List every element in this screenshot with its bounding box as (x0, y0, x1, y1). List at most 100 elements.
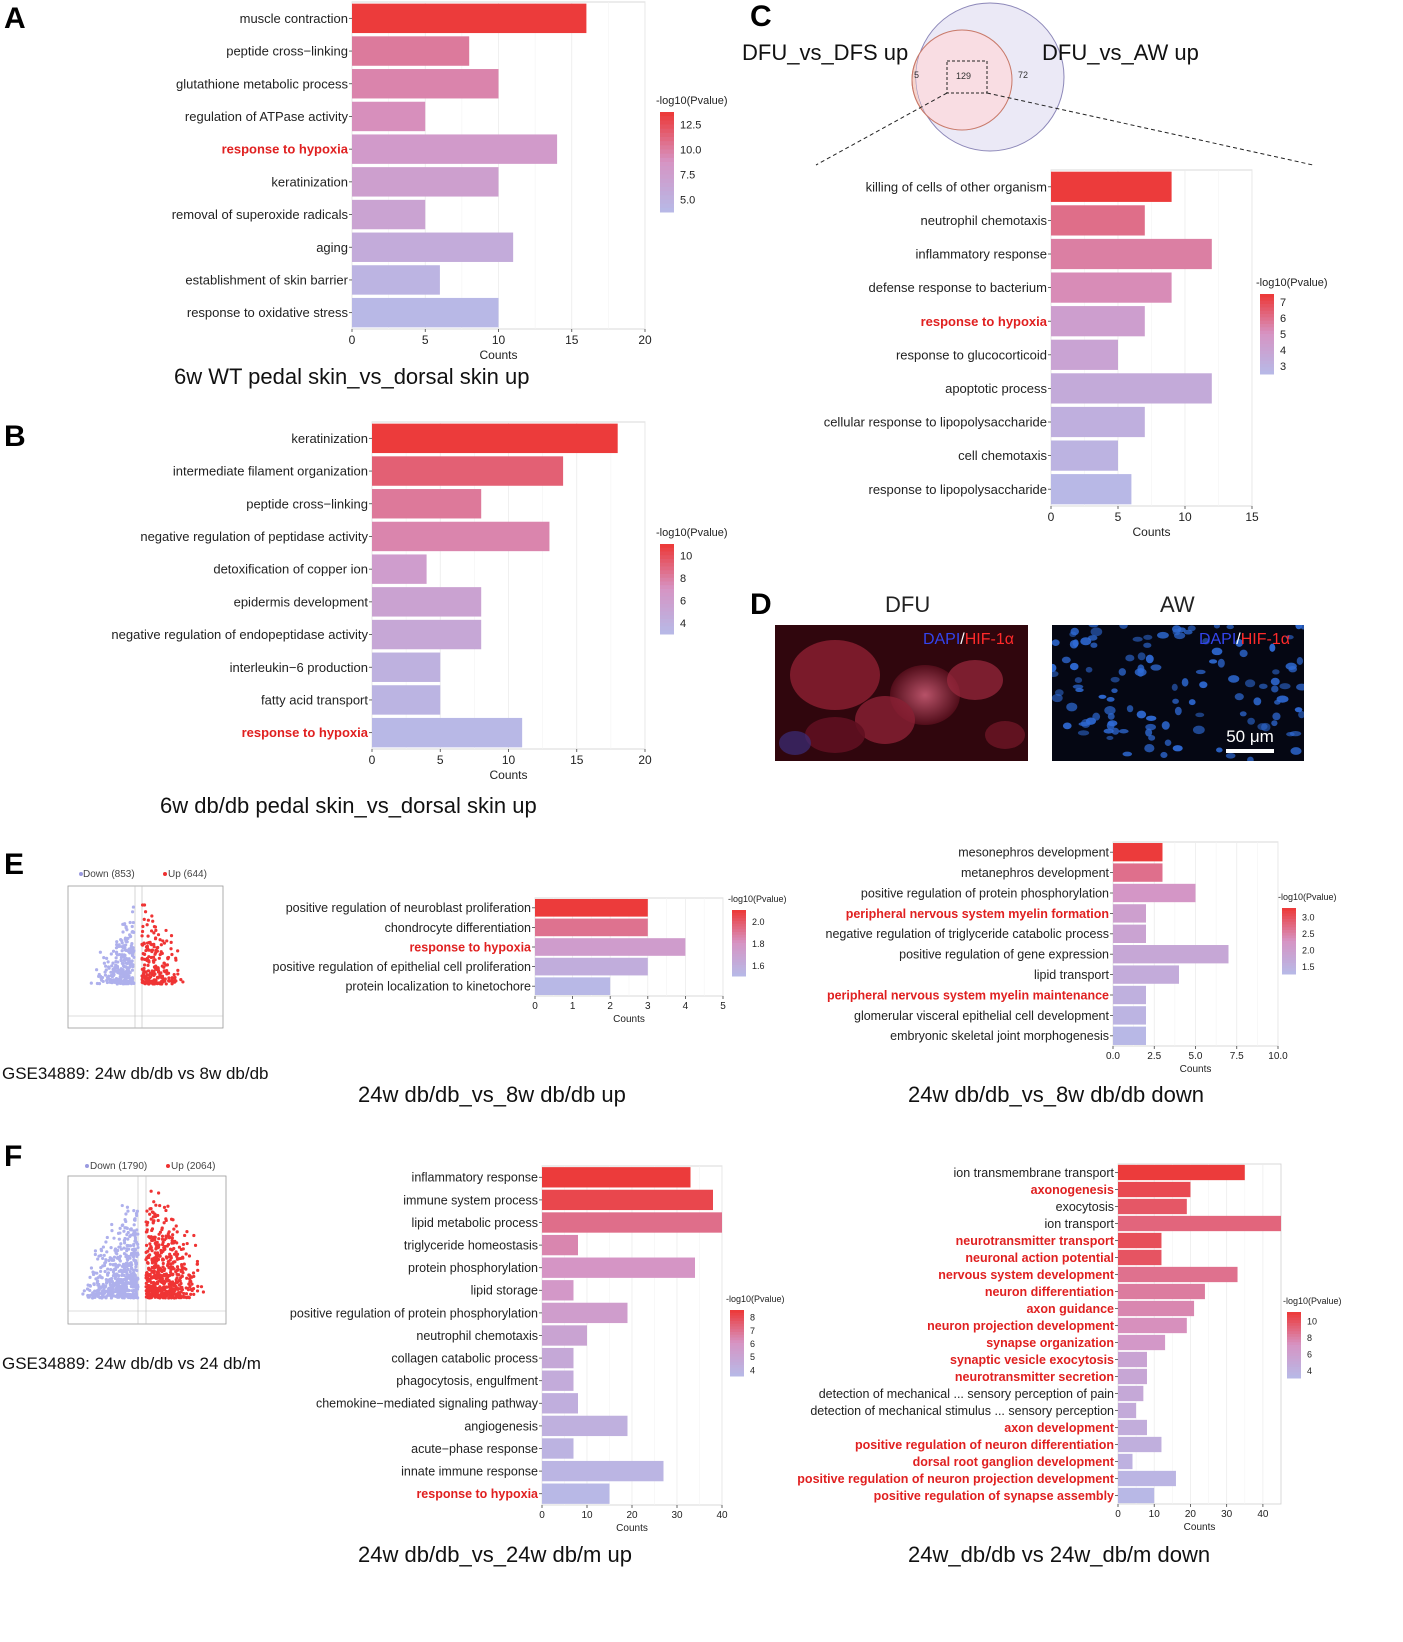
legend-swatch (1260, 314, 1274, 318)
up-point (150, 949, 154, 954)
legend-swatch (660, 547, 674, 552)
bar (1118, 1334, 1166, 1351)
category-label: protein phosphorylation (408, 1261, 538, 1275)
down-point (126, 958, 130, 962)
up-point (140, 943, 145, 947)
category-label: immune system process (403, 1193, 538, 1207)
up-point (160, 1242, 165, 1247)
up-point (143, 910, 148, 914)
legend-swatch (660, 153, 674, 159)
up-point (165, 1256, 169, 1260)
up-point (158, 1230, 163, 1234)
up-point (170, 1248, 174, 1252)
down-point (120, 949, 124, 953)
up-point (149, 1217, 153, 1221)
nucleus (1132, 636, 1143, 642)
nucleus (1077, 730, 1090, 736)
legend-tick-label: 3.0 (1302, 912, 1315, 922)
down-point (134, 1232, 138, 1236)
up-point (150, 914, 154, 918)
category-label: response to hypoxia (921, 314, 1048, 329)
up-point (154, 950, 158, 955)
bar (1113, 904, 1146, 923)
up-point (170, 976, 174, 980)
down-point (106, 1271, 111, 1275)
nucleus (1272, 712, 1281, 721)
up-point (179, 1281, 183, 1286)
x-tick-label: 0 (532, 1001, 538, 1012)
venn-right-only: 72 (1018, 70, 1028, 80)
up-point (140, 957, 144, 961)
up-point (147, 1284, 151, 1288)
up-point (150, 1210, 155, 1214)
bar (352, 134, 558, 164)
legend-swatch (1287, 1361, 1301, 1365)
nucleus (1106, 697, 1115, 702)
up-point (158, 1254, 162, 1258)
x-tick-label: 15 (1245, 510, 1259, 524)
legend-swatch (730, 1323, 744, 1327)
down-point (92, 1282, 96, 1287)
legend-swatch (1287, 1336, 1301, 1340)
x-tick-label: 5 (1115, 510, 1122, 524)
up-point (155, 1280, 159, 1284)
up-point (152, 925, 157, 929)
panel-label-c: C (750, 0, 772, 33)
bar (535, 977, 611, 996)
dapi-label: DAPI (922, 631, 961, 648)
micrograph-aw: DAPI/HIF-1α 50 μm (1052, 625, 1304, 761)
legend-swatch (1260, 344, 1274, 348)
nucleus (1269, 643, 1276, 652)
up-point (162, 969, 166, 973)
down-point (106, 1291, 110, 1295)
legend-tick-label: 2.0 (1302, 945, 1315, 955)
up-point (149, 1296, 153, 1300)
nucleus (1274, 699, 1281, 705)
x-tick-label: 10 (1149, 1509, 1161, 1520)
nucleus (1258, 683, 1268, 689)
up-point (195, 1289, 200, 1293)
category-label: cellular response to lipopolysaccharide (824, 415, 1047, 430)
down-point (105, 1235, 109, 1240)
legend-swatch (732, 943, 746, 947)
down-point (124, 1275, 128, 1279)
legend-swatch (1287, 1350, 1301, 1354)
nucleus (1171, 625, 1182, 633)
legend-swatch (730, 1318, 744, 1322)
down-point (121, 975, 126, 979)
down-point (124, 1278, 128, 1282)
up-point (162, 1268, 166, 1273)
up-point (169, 947, 173, 951)
legend-swatch (1287, 1334, 1301, 1338)
legend-swatch (660, 577, 674, 582)
bar (1113, 1026, 1146, 1045)
legend-swatch (660, 630, 674, 635)
legend-swatch (1282, 919, 1296, 923)
down-point (117, 971, 122, 975)
x-tick-label: 30 (671, 1510, 683, 1521)
down-point (104, 1240, 108, 1244)
up-point (187, 1254, 192, 1258)
down-point (105, 1250, 109, 1254)
down-point (125, 1205, 130, 1209)
legend-swatch (1260, 294, 1274, 298)
legend-swatch (730, 1373, 744, 1377)
up-point (174, 1287, 178, 1291)
up-point (164, 1217, 168, 1221)
category-label: axonogenesis (1031, 1183, 1114, 1197)
chart-e-down: mesonephros development metanephros devel… (826, 841, 1337, 1075)
nucleus (1195, 669, 1206, 675)
down-point (116, 980, 120, 984)
legend-swatch (732, 934, 746, 938)
category-label: cell chemotaxis (958, 448, 1047, 463)
nucleus (1187, 625, 1196, 632)
legend-title: -log10(Pvalue) (656, 527, 728, 539)
down-point (128, 920, 132, 925)
bar (352, 101, 426, 132)
down-point (124, 961, 128, 965)
legend-swatch (660, 604, 674, 609)
category-label: positive regulation of protein phosphory… (290, 1306, 538, 1320)
volcano-f-caption: GSE34889: 24w db/db vs 24 db/m (2, 1354, 261, 1373)
bar (352, 69, 499, 99)
legend-swatch (730, 1326, 744, 1330)
